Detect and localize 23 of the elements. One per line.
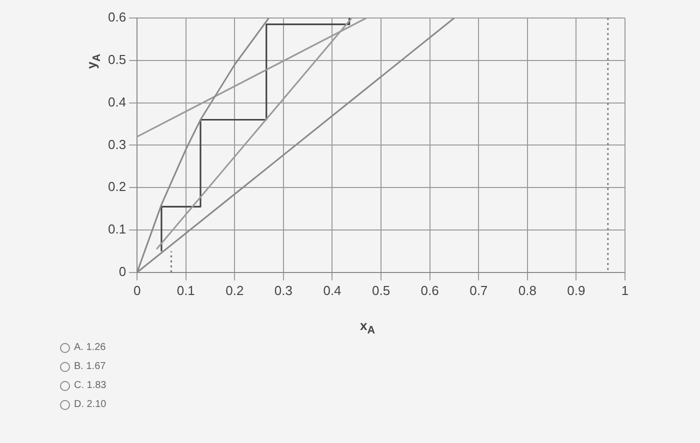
x-tick-label: 0.3 bbox=[274, 282, 292, 298]
text: C. 1.83 bbox=[74, 379, 106, 393]
text: A. 1.26 bbox=[74, 341, 106, 355]
x-axis-title: x$_{A}$ bbox=[360, 318, 376, 337]
x-tick-label: 1 bbox=[621, 282, 629, 298]
x-tick-label: 0.9 bbox=[567, 282, 586, 298]
text: D. 2.10 bbox=[74, 398, 106, 412]
x-tick-label: 0.4 bbox=[323, 282, 342, 298]
y-tick-label: 0.6 bbox=[108, 10, 126, 25]
x-tick-label: 0.8 bbox=[518, 282, 536, 298]
y-tick-label: 0.5 bbox=[108, 52, 126, 67]
y-tick-label: 0.3 bbox=[108, 136, 126, 152]
y-tick-label: 0 bbox=[118, 264, 126, 279]
text: B. 1.67 bbox=[74, 360, 106, 374]
x-tick-label: 0.5 bbox=[372, 282, 390, 298]
x-tick-label: 0.2 bbox=[226, 282, 244, 298]
y-tick-label: 0.4 bbox=[108, 94, 126, 110]
x-tick-label: 0.6 bbox=[420, 282, 439, 298]
y-tick-label: 0.2 bbox=[108, 179, 126, 194]
y-tick-label: 0.1 bbox=[108, 222, 126, 237]
x-tick-label: 0.1 bbox=[176, 282, 195, 298]
x-tick-label: 0.7 bbox=[470, 282, 488, 298]
x-tick-label: 0 bbox=[133, 282, 141, 298]
